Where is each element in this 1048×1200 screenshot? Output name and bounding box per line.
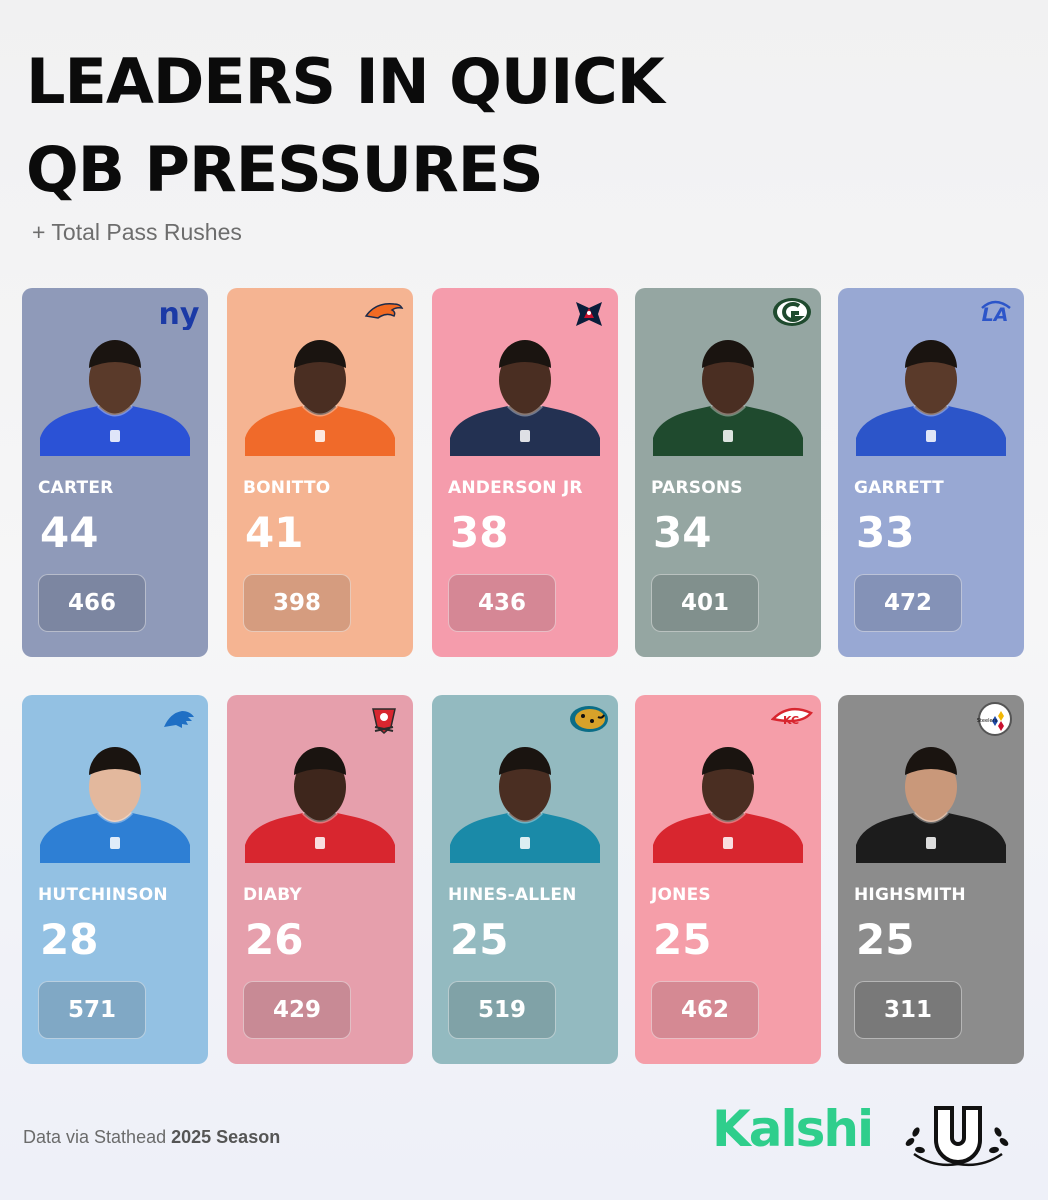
- player-name: GARRETT: [854, 478, 944, 498]
- page-title: LEADERS IN QUICK QB PRESSURES: [26, 38, 665, 214]
- player-card-jones[interactable]: KC JONES 25 462: [635, 695, 821, 1064]
- pass-rushes-badge: 311: [854, 981, 962, 1039]
- quick-pressures-value: 25: [856, 915, 915, 964]
- svg-text:ny: ny: [159, 297, 200, 330]
- quick-pressures-value: 33: [856, 508, 915, 557]
- jaguars-logo-icon: [568, 701, 610, 737]
- svg-text:KC: KC: [783, 714, 799, 727]
- pass-rushes-badge: 571: [38, 981, 146, 1039]
- pass-rushes-badge: 472: [854, 574, 962, 632]
- player-photo: [245, 306, 395, 456]
- season-label: 2025 Season: [171, 1127, 281, 1147]
- source-text: Data via Stathead: [23, 1127, 167, 1147]
- pass-rushes-badge: 398: [243, 574, 351, 632]
- quick-pressures-value: 38: [450, 508, 509, 557]
- player-card-hines-allen[interactable]: HINES-ALLEN 25 519: [432, 695, 618, 1064]
- title-line-2: QB PRESSURES: [26, 133, 544, 206]
- player-name: HIGHSMITH: [854, 885, 966, 905]
- player-name: HUTCHINSON: [38, 885, 168, 905]
- player-photo: [450, 713, 600, 863]
- svg-text:Steelers: Steelers: [977, 718, 998, 724]
- svg-text:LA: LA: [982, 304, 1009, 326]
- data-source-note: Data via Stathead 2025 Season: [23, 1127, 280, 1148]
- u-crest-icon: [905, 1106, 1009, 1167]
- quick-pressures-value: 25: [450, 915, 509, 964]
- subtitle: + Total Pass Rushes: [32, 219, 242, 245]
- player-card-highsmith[interactable]: Steelers HIGHSMITH 25 311: [838, 695, 1024, 1064]
- player-photo: [450, 306, 600, 456]
- player-name: DIABY: [243, 885, 302, 905]
- player-photo: [40, 713, 190, 863]
- quick-pressures-value: 34: [653, 508, 712, 557]
- pass-rushes-badge: 519: [448, 981, 556, 1039]
- quick-pressures-value: 41: [245, 508, 304, 557]
- player-photo: [40, 306, 190, 456]
- player-card-diaby[interactable]: DIABY 26 429: [227, 695, 413, 1064]
- broncos-logo-icon: [363, 294, 405, 330]
- player-name: ANDERSON JR: [448, 478, 583, 498]
- player-card-bonitto[interactable]: BONITTO 41 398: [227, 288, 413, 657]
- player-card-carter[interactable]: ny CARTER 44 466: [22, 288, 208, 657]
- player-photo: [653, 306, 803, 456]
- pass-rushes-badge: 436: [448, 574, 556, 632]
- pass-rushes-badge: 429: [243, 981, 351, 1039]
- giants-logo-icon: ny: [158, 294, 200, 330]
- quick-pressures-value: 28: [40, 915, 99, 964]
- kalshi-logo: Kalshi: [712, 1100, 874, 1158]
- buccaneers-logo-icon: [363, 701, 405, 737]
- player-card-parsons[interactable]: PARSONS 34 401: [635, 288, 821, 657]
- title-line-1: LEADERS IN QUICK: [26, 45, 665, 118]
- player-card-garrett[interactable]: LA GARRETT 33 472: [838, 288, 1024, 657]
- player-name: CARTER: [38, 478, 114, 498]
- player-name: JONES: [651, 885, 711, 905]
- quick-pressures-value: 44: [40, 508, 99, 557]
- pass-rushes-badge: 401: [651, 574, 759, 632]
- player-photo: [245, 713, 395, 863]
- player-name: BONITTO: [243, 478, 331, 498]
- quick-pressures-value: 26: [245, 915, 304, 964]
- steelers-logo-icon: Steelers: [974, 701, 1016, 737]
- player-card-anderson-jr[interactable]: ANDERSON JR 38 436: [432, 288, 618, 657]
- pass-rushes-badge: 462: [651, 981, 759, 1039]
- player-photo: [856, 306, 1006, 456]
- lions-logo-icon: [158, 701, 200, 737]
- rams-logo-icon: LA: [974, 294, 1016, 330]
- player-photo: [856, 713, 1006, 863]
- player-photo: [653, 713, 803, 863]
- player-name: HINES-ALLEN: [448, 885, 577, 905]
- chiefs-logo-icon: KC: [771, 701, 813, 737]
- texans-logo-icon: [568, 294, 610, 330]
- quick-pressures-value: 25: [653, 915, 712, 964]
- player-name: PARSONS: [651, 478, 743, 498]
- packers-logo-icon: [771, 294, 813, 330]
- pass-rushes-badge: 466: [38, 574, 146, 632]
- player-card-hutchinson[interactable]: HUTCHINSON 28 571: [22, 695, 208, 1064]
